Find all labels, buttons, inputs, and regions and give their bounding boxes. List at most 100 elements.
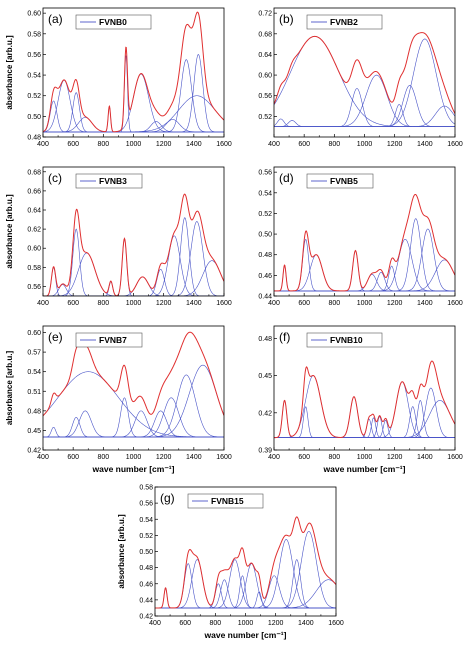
component-peak-4 bbox=[274, 274, 455, 292]
component-peak-3 bbox=[43, 252, 224, 296]
y-axis-label: absorbance [arb.u.] bbox=[5, 35, 14, 110]
component-peak-8 bbox=[274, 105, 455, 127]
y-tick-label: 0.60 bbox=[27, 330, 41, 337]
x-tick-label: 1000 bbox=[126, 454, 142, 461]
y-tick-label: 0.62 bbox=[27, 227, 41, 234]
x-tick-label: 1600 bbox=[216, 454, 232, 461]
y-tick-label: 0.54 bbox=[27, 73, 41, 80]
panel-letter: (a) bbox=[48, 12, 63, 26]
component-peak-4 bbox=[43, 105, 224, 133]
panel-letter: (e) bbox=[48, 330, 63, 344]
x-tick-label: 1000 bbox=[126, 300, 142, 307]
y-tick-label: 0.58 bbox=[27, 31, 41, 38]
y-tick-label: 0.56 bbox=[27, 52, 41, 59]
y-tick-label: 0.54 bbox=[27, 369, 41, 376]
legend-box bbox=[306, 332, 383, 348]
legend-label: FVNB3 bbox=[99, 176, 127, 186]
y-tick-label: 0.42 bbox=[27, 448, 41, 455]
x-tick-label: 1600 bbox=[447, 300, 463, 307]
y-tick-label: 0.56 bbox=[258, 93, 272, 100]
y-tick-label: 0.52 bbox=[258, 114, 272, 121]
y-tick-label: 0.44 bbox=[139, 597, 153, 604]
x-tick-label: 400 bbox=[149, 620, 161, 627]
component-peak-4 bbox=[274, 74, 455, 127]
x-tick-label: 1600 bbox=[447, 454, 463, 461]
legend-label: FVNB2 bbox=[330, 17, 358, 27]
y-tick-label: 0.52 bbox=[27, 93, 41, 100]
y-tick-label: 0.46 bbox=[139, 581, 153, 588]
y-tick-label: 0.50 bbox=[27, 114, 41, 121]
panel-3: 400 600 800 1000 1200 1400 1600 0.44 0.46 0.48 0.5… bbox=[258, 166, 463, 307]
y-axis-label: absorbance [arb.u.] bbox=[117, 514, 126, 589]
y-tick-label: 0.56 bbox=[139, 501, 153, 508]
y-tick-label: 0.54 bbox=[258, 190, 272, 197]
y-tick-label: 0.39 bbox=[258, 448, 272, 455]
x-tick-label: 800 bbox=[97, 300, 109, 307]
y-tick-label: 0.52 bbox=[139, 533, 153, 540]
y-tick-label: 0.48 bbox=[258, 336, 272, 343]
component-peaks bbox=[43, 217, 224, 296]
component-peak-1 bbox=[274, 406, 455, 438]
y-tick-label: 0.48 bbox=[27, 135, 41, 142]
x-tick-label: 1200 bbox=[156, 454, 172, 461]
y-tick-label: 0.56 bbox=[27, 284, 41, 291]
x-tick-label: 1400 bbox=[298, 620, 314, 627]
fit-curve bbox=[43, 193, 224, 296]
y-tick-label: 0.66 bbox=[27, 188, 41, 195]
x-tick-label: 1200 bbox=[268, 620, 284, 627]
panel-6: 400 600 800 1000 1200 1400 1600 0.42 0.44 0.46 0.4… bbox=[117, 485, 344, 641]
component-peak-3 bbox=[274, 88, 455, 127]
panel-4: 400 600 800 1000 1200 1400 1600 0.42 0.45 0.48 0.5… bbox=[5, 325, 232, 474]
x-tick-label: 1600 bbox=[328, 620, 344, 627]
component-peaks bbox=[274, 218, 455, 292]
y-tick-label: 0.42 bbox=[139, 614, 153, 621]
x-tick-label: 600 bbox=[298, 454, 310, 461]
x-tick-label: 1400 bbox=[186, 141, 202, 148]
x-axis-label: wave number [cm⁻¹] bbox=[204, 630, 287, 640]
x-tick-label: 1400 bbox=[417, 300, 433, 307]
component-peak-10 bbox=[155, 539, 336, 609]
x-tick-label: 1600 bbox=[216, 300, 232, 307]
y-tick-label: 0.57 bbox=[27, 350, 41, 357]
fit-curve bbox=[43, 11, 224, 133]
x-tick-label: 1200 bbox=[387, 454, 403, 461]
y-tick-label: 0.68 bbox=[258, 31, 272, 38]
y-tick-label: 0.60 bbox=[258, 73, 272, 80]
y-tick-label: 0.44 bbox=[258, 294, 272, 301]
x-axis-label: wave number [cm⁻¹] bbox=[92, 464, 175, 474]
panel-letter: (d) bbox=[279, 171, 294, 185]
y-tick-label: 0.68 bbox=[27, 169, 41, 176]
legend-box bbox=[306, 14, 383, 30]
component-peak-8 bbox=[274, 381, 455, 438]
y-tick-label: 0.48 bbox=[258, 252, 272, 259]
y-tick-label: 0.64 bbox=[258, 52, 272, 59]
y-axis-label: absorbance [arb.u.] bbox=[5, 351, 14, 426]
x-tick-label: 1400 bbox=[417, 141, 433, 148]
x-tick-label: 800 bbox=[328, 300, 340, 307]
x-tick-label: 600 bbox=[179, 620, 191, 627]
x-tick-label: 800 bbox=[97, 141, 109, 148]
y-tick-label: 0.54 bbox=[139, 517, 153, 524]
x-tick-label: 400 bbox=[37, 300, 49, 307]
legend-box bbox=[75, 332, 143, 348]
y-tick-label: 0.45 bbox=[258, 373, 272, 380]
component-peak-9 bbox=[274, 228, 455, 292]
fit-curve bbox=[43, 331, 224, 417]
x-axis-label: wave number [cm⁻¹] bbox=[323, 464, 406, 474]
panel-letter: (g) bbox=[160, 491, 175, 505]
x-tick-label: 1200 bbox=[156, 141, 172, 148]
component-peak-9 bbox=[43, 217, 224, 296]
x-tick-label: 1400 bbox=[186, 300, 202, 307]
legend-label: FVNB10 bbox=[330, 335, 363, 345]
x-tick-label: 400 bbox=[37, 454, 49, 461]
x-tick-label: 1000 bbox=[357, 300, 373, 307]
component-peaks bbox=[43, 54, 224, 133]
component-peak-5 bbox=[43, 55, 224, 133]
x-tick-label: 400 bbox=[268, 141, 280, 148]
legend-label: FVNB7 bbox=[99, 335, 127, 345]
x-tick-label: 1000 bbox=[238, 620, 254, 627]
y-tick-label: 0.58 bbox=[139, 485, 153, 492]
x-tick-label: 1200 bbox=[387, 300, 403, 307]
panel-5: 400 600 800 1000 1200 1400 1600 0.39 0.42 0.45 0.4… bbox=[258, 325, 463, 474]
